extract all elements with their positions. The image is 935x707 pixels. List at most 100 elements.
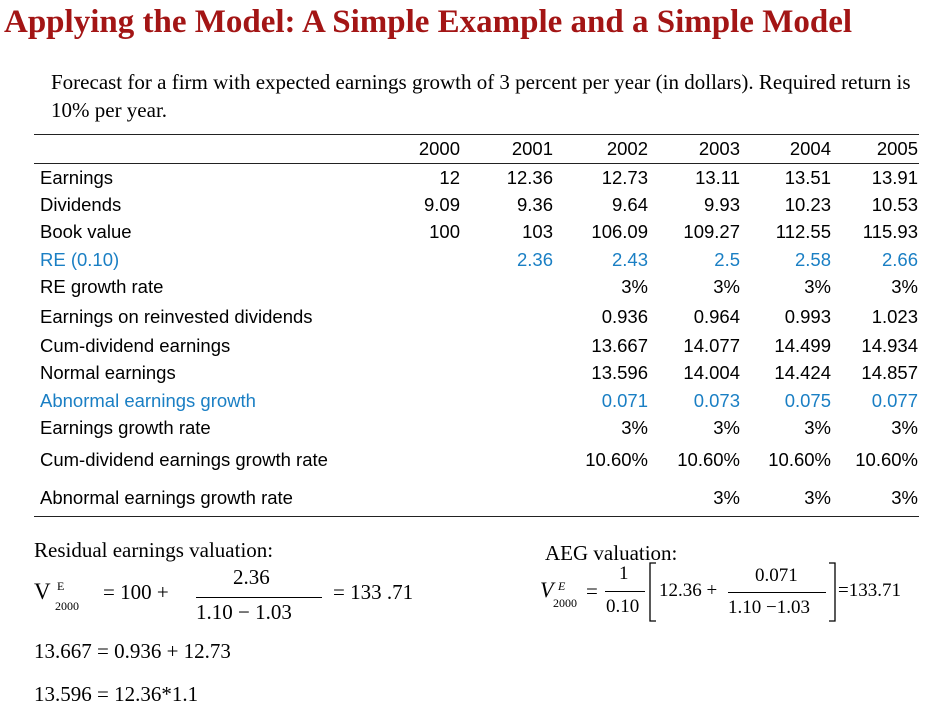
- aeg-frac-numerator: 1: [619, 563, 629, 584]
- table-cell: 14.499: [774, 335, 831, 356]
- re-lhs: = 100 +: [103, 580, 169, 604]
- table-cell: 3%: [804, 417, 831, 438]
- re-result: = 133 .71: [333, 580, 414, 604]
- re-v-symbol: V: [34, 579, 51, 604]
- table-cell: 10.23: [784, 194, 831, 215]
- table-cell: 1.023: [871, 306, 918, 327]
- aeg-inner-frac-line: [728, 592, 826, 593]
- re-numerator: 2.36: [233, 565, 270, 589]
- aeg-v-symbol: V: [540, 577, 554, 602]
- table-cell: 0.073: [693, 390, 740, 411]
- table-cell: 2.66: [881, 249, 918, 270]
- row-label: Earnings: [40, 167, 114, 188]
- table-cell: 10.60%: [677, 449, 740, 470]
- table-cell: 3%: [713, 417, 740, 438]
- table-cell: 0.077: [871, 390, 918, 411]
- table-header-rule: [34, 163, 919, 164]
- re-v-superscript: E: [57, 579, 65, 593]
- aeg-inner-lead: 12.36 +: [659, 580, 718, 601]
- table-bottom-rule: [34, 516, 919, 517]
- table-cell: 0.075: [784, 390, 831, 411]
- intro-text: Forecast for a firm with expected earnin…: [51, 70, 911, 122]
- aeg-frac-line: [605, 591, 645, 592]
- aeg-equals: =: [586, 579, 598, 603]
- page-title: Applying the Model: A Simple Example and…: [4, 4, 853, 40]
- year-header-2001: 2001: [511, 138, 553, 159]
- row-label: Normal earnings: [40, 362, 176, 383]
- table-cell: 3%: [713, 487, 740, 508]
- table-cell: 14.424: [774, 362, 831, 383]
- table-cell: 12.36: [506, 167, 553, 188]
- table-cell: 14.857: [861, 362, 918, 383]
- row-label: RE growth rate: [40, 276, 164, 297]
- table-cell: 10.60%: [855, 449, 918, 470]
- table-cell: 112.55: [775, 221, 831, 242]
- table-cell: 10.60%: [585, 449, 648, 470]
- row-label: Book value: [40, 221, 132, 242]
- row-label: Earnings growth rate: [40, 417, 211, 438]
- table-cell: 103: [522, 221, 553, 242]
- table-cell: 10.60%: [768, 449, 831, 470]
- aeg-valuation-heading: AEG valuation:: [545, 541, 678, 565]
- table-cell: 13.91: [871, 167, 918, 188]
- table-cell: 9.36: [516, 194, 553, 215]
- table-cell: 3%: [891, 276, 918, 297]
- year-header-2003: 2003: [698, 138, 740, 159]
- aeg-inner-denominator: 1.10 −1.03: [728, 597, 810, 618]
- row-label: Abnormal earnings growth: [40, 390, 256, 411]
- left-bracket-icon: [649, 562, 656, 622]
- row-label: RE (0.10): [40, 249, 120, 270]
- table-cell: 106.09: [591, 221, 648, 242]
- table-cell: 9.09: [423, 194, 460, 215]
- table-cell: 0.936: [601, 306, 648, 327]
- table-cell: 3%: [713, 276, 740, 297]
- table-cell: 12: [439, 167, 460, 188]
- aeg-v-subscript: 2000: [553, 596, 577, 610]
- aeg-frac-denominator: 0.10: [606, 596, 640, 617]
- table-top-rule: [34, 134, 919, 135]
- table-cell: 3%: [621, 276, 648, 297]
- aeg-v-superscript: E: [558, 579, 566, 593]
- table-cell: 3%: [804, 276, 831, 297]
- table-cell: 12.73: [601, 167, 648, 188]
- table-cell: 14.934: [861, 335, 918, 356]
- table-cell: 109.27: [683, 221, 740, 242]
- year-header-2002: 2002: [606, 138, 648, 159]
- table-cell: 14.077: [683, 335, 740, 356]
- table-cell: 100: [429, 221, 460, 242]
- table-cell: 2.58: [794, 249, 831, 270]
- row-label: Cum-dividend earnings growth rate: [40, 449, 328, 470]
- table-cell: 3%: [891, 417, 918, 438]
- table-cell: 3%: [891, 487, 918, 508]
- note-cum-dividend: 13.667 = 0.936 + 12.73: [34, 639, 231, 663]
- table-cell: 0.993: [784, 306, 831, 327]
- table-cell: 9.93: [703, 194, 740, 215]
- re-denominator: 1.10 − 1.03: [196, 600, 292, 624]
- table-cell: 3%: [804, 487, 831, 508]
- year-header-2005: 2005: [876, 138, 918, 159]
- table-cell: 2.36: [516, 249, 553, 270]
- table-cell: 13.596: [591, 362, 648, 383]
- row-label: Cum-dividend earnings: [40, 335, 231, 356]
- row-label: Earnings on reinvested dividends: [40, 306, 313, 327]
- table-cell: 13.667: [591, 335, 648, 356]
- right-bracket-icon: [829, 562, 836, 622]
- table-cell: 2.43: [611, 249, 648, 270]
- table-cell: 14.004: [683, 362, 740, 383]
- table-cell: 13.11: [695, 167, 740, 188]
- table-cell: 13.51: [784, 167, 831, 188]
- table-cell: 0.071: [601, 390, 648, 411]
- row-label: Abnormal earnings growth rate: [40, 487, 293, 508]
- table-cell: 9.64: [611, 194, 648, 215]
- table-cell: 0.964: [693, 306, 740, 327]
- table-cell: 3%: [621, 417, 648, 438]
- row-label: Dividends: [40, 194, 122, 215]
- re-fraction-line: [196, 597, 322, 598]
- re-valuation-heading: Residual earnings valuation:: [34, 538, 274, 562]
- re-v-subscript: 2000: [55, 599, 79, 613]
- aeg-inner-numerator: 0.071: [755, 565, 798, 586]
- note-normal-earnings: 13.596 = 12.36*1.1: [34, 682, 199, 706]
- year-header-2004: 2004: [789, 138, 831, 159]
- table-cell: 10.53: [871, 194, 918, 215]
- table-cell: 115.93: [862, 221, 918, 242]
